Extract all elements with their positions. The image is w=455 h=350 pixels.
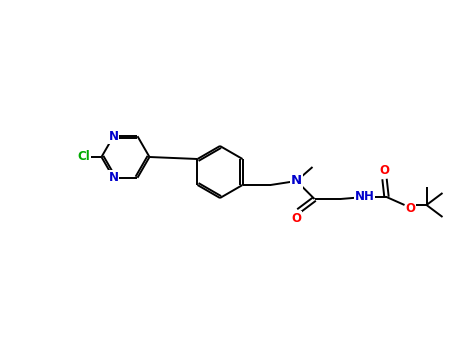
Text: N: N	[291, 175, 302, 188]
Text: O: O	[292, 211, 302, 224]
Text: NH: NH	[354, 190, 374, 203]
Text: N: N	[108, 130, 118, 143]
Text: Cl: Cl	[77, 150, 90, 163]
Text: N: N	[108, 171, 118, 184]
Text: O: O	[405, 202, 415, 215]
Text: O: O	[379, 164, 389, 177]
